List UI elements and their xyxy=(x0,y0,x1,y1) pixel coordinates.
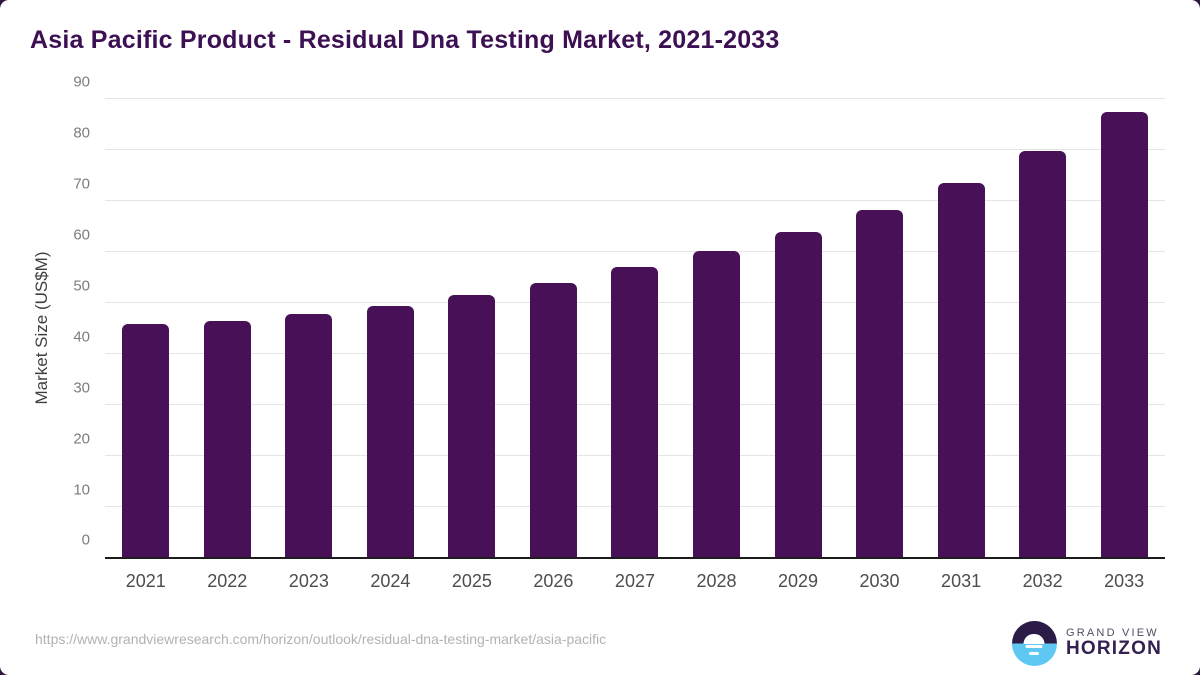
horizon-sun-icon xyxy=(1011,621,1057,666)
logo-text-grand-view: GRAND VIEW xyxy=(1065,627,1159,639)
bar-column-2024: 2024 xyxy=(366,99,414,591)
y-tick-label-50: 50 xyxy=(73,277,90,295)
bar-2025 xyxy=(448,294,496,558)
bar-2024 xyxy=(366,305,414,558)
grand-view-horizon-logo: GRAND VIEW HORIZON xyxy=(1011,621,1162,666)
gridline-80 xyxy=(105,149,1165,150)
bars-layer: 2021 2022 2023 2024 2025 2026 2027 2028 2029 2030… xyxy=(105,99,1165,591)
x-tick-label-2031: 2031 xyxy=(941,571,982,591)
bar-column-2023: 2023 xyxy=(285,99,333,591)
bar-column-2025: 2025 xyxy=(448,99,496,591)
source-url: https://www.grandviewresearch.com/horizo… xyxy=(35,631,607,647)
gridline-90 xyxy=(105,98,1165,99)
bar-column-2033: 2033 xyxy=(1100,99,1148,591)
bar-column-2032: 2032 xyxy=(1019,99,1067,591)
bar-2026 xyxy=(529,282,577,558)
x-tick-label-2029: 2029 xyxy=(777,571,819,591)
bar-column-2021: 2021 xyxy=(122,99,170,591)
x-tick-label-2030: 2030 xyxy=(859,571,900,591)
y-tick-label-20: 20 xyxy=(73,430,90,448)
y-tick-label-40: 40 xyxy=(73,328,90,346)
x-tick-label-2023: 2023 xyxy=(288,571,329,591)
sun-dome-shape xyxy=(1023,633,1045,644)
x-tick-label-2025: 2025 xyxy=(451,571,492,591)
wave-line-shape xyxy=(1025,645,1043,649)
x-tick-label-2028: 2028 xyxy=(696,571,737,591)
plot-area: 0 10 20 30 40 50 60 70 80 90 2021 2022 2023 2024 2025… xyxy=(73,74,1165,591)
bar-column-2026: 2026 xyxy=(529,99,577,591)
logo-text: GRAND VIEW HORIZON xyxy=(1066,627,1162,660)
bar-column-2029: 2029 xyxy=(774,99,822,591)
bar-2029 xyxy=(774,231,822,558)
bar-2027 xyxy=(611,267,659,558)
wave-line-shape xyxy=(1029,651,1040,655)
x-tick-label-2021: 2021 xyxy=(125,571,166,591)
gridline-60 xyxy=(105,251,1165,252)
bar-column-2030: 2030 xyxy=(856,99,904,591)
x-tick-label-2027: 2027 xyxy=(614,571,655,591)
x-tick-label-2024: 2024 xyxy=(370,571,411,591)
y-tick-label-30: 30 xyxy=(73,379,90,397)
x-tick-label-2033: 2033 xyxy=(1104,571,1145,591)
bar-2022 xyxy=(203,320,251,558)
bar-2032 xyxy=(1019,151,1067,558)
bar-column-2027: 2027 xyxy=(611,99,659,591)
y-tick-label-80: 80 xyxy=(73,124,90,142)
bar-column-2031: 2031 xyxy=(937,99,985,591)
gridline-70 xyxy=(105,200,1165,201)
y-tick-label-10: 10 xyxy=(73,481,90,499)
x-tick-label-2032: 2032 xyxy=(1022,571,1063,591)
y-axis-title: Market Size (US$M) xyxy=(32,251,51,405)
bar-2030 xyxy=(856,209,904,558)
bar-2033 xyxy=(1100,111,1148,558)
y-tick-label-70: 70 xyxy=(73,175,90,193)
bar-2021 xyxy=(122,323,170,558)
bar-2028 xyxy=(692,250,740,558)
y-tick-label-60: 60 xyxy=(73,226,90,244)
y-tick-label-90: 90 xyxy=(73,73,90,91)
x-tick-label-2022: 2022 xyxy=(207,571,248,591)
x-axis-line xyxy=(105,557,1165,559)
bar-column-2028: 2028 xyxy=(692,99,740,591)
x-tick-label-2026: 2026 xyxy=(533,571,574,591)
logo-text-horizon: HORIZON xyxy=(1065,638,1162,660)
bar-column-2022: 2022 xyxy=(203,99,251,591)
y-tick-label-0: 0 xyxy=(81,531,90,549)
bar-2031 xyxy=(937,182,985,558)
chart-title: Asia Pacific Product - Residual Dna Test… xyxy=(30,26,780,54)
bar-2023 xyxy=(285,314,333,558)
